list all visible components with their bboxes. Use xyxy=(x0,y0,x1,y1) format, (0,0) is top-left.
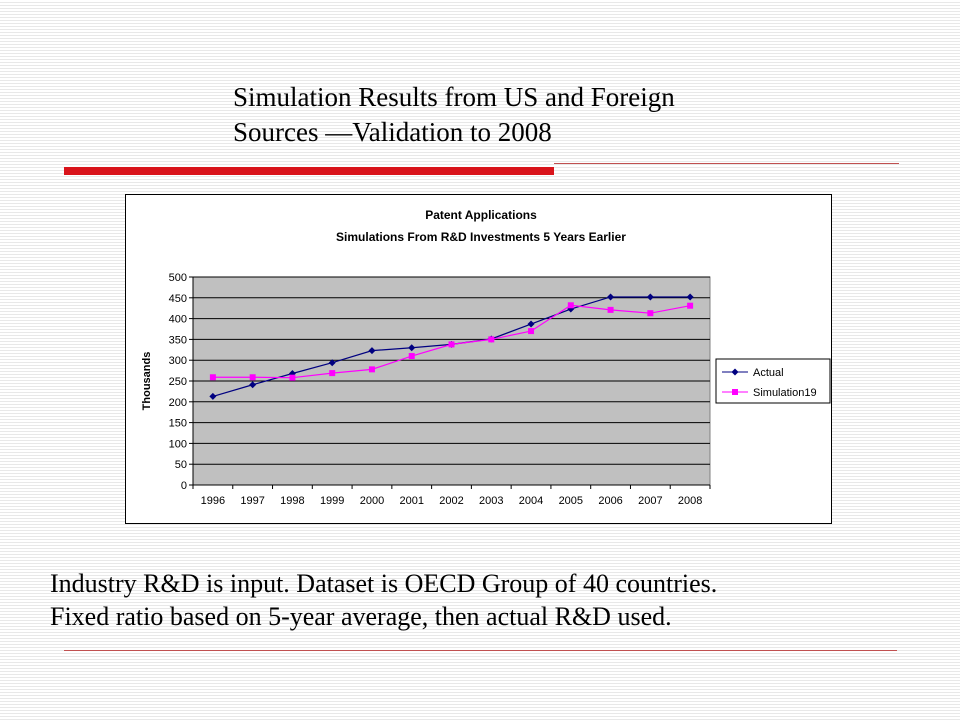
y-tick-label: 400 xyxy=(169,314,187,326)
x-tick-label: 1998 xyxy=(280,495,304,507)
data-point-simulation19 xyxy=(647,310,654,317)
x-tick-label: 2001 xyxy=(399,495,423,507)
x-tick-label: 1999 xyxy=(320,495,344,507)
x-tick-label: 2006 xyxy=(598,495,622,507)
data-point-simulation19 xyxy=(488,336,495,343)
x-tick-label: 2000 xyxy=(360,495,384,507)
data-point-simulation19 xyxy=(329,370,336,377)
data-point-simulation19 xyxy=(209,374,216,381)
y-tick-label: 100 xyxy=(169,438,187,450)
data-point-actual xyxy=(408,344,416,352)
data-point-actual xyxy=(249,381,257,389)
legend-actual-label: Actual xyxy=(753,367,784,379)
x-tick-label: 2008 xyxy=(678,495,702,507)
y-tick-label: 350 xyxy=(169,334,187,346)
y-tick-label: 500 xyxy=(169,272,187,284)
legend-simulation-label: Simulation19 xyxy=(753,387,817,399)
x-tick-label: 2003 xyxy=(479,495,503,507)
slide-title: Simulation Results from US and Foreign S… xyxy=(233,80,853,150)
data-point-simulation19 xyxy=(528,328,535,335)
legend: Actual Simulation19 xyxy=(715,358,831,404)
chart-frame: Patent Applications Simulations From R&D… xyxy=(125,194,832,524)
legend-simulation-marker xyxy=(732,389,738,395)
data-point-simulation19 xyxy=(567,302,574,309)
data-point-simulation19 xyxy=(687,302,694,309)
data-point-actual xyxy=(209,392,217,400)
y-tick-label: 50 xyxy=(175,459,187,471)
data-point-actual xyxy=(527,320,535,328)
data-point-simulation19 xyxy=(368,366,375,373)
data-point-simulation19 xyxy=(408,353,415,360)
x-tick-label: 1996 xyxy=(201,495,225,507)
title-divider-line xyxy=(554,163,899,164)
y-tick-label: 150 xyxy=(169,418,187,430)
x-tick-label: 2002 xyxy=(439,495,463,507)
data-point-actual xyxy=(368,347,376,355)
x-tick-label: 2007 xyxy=(638,495,662,507)
data-point-actual xyxy=(646,293,654,301)
slide-title-line-2: Sources —Validation to 2008 xyxy=(233,117,552,147)
data-point-actual xyxy=(607,293,615,301)
y-tick-label: 450 xyxy=(169,293,187,305)
legend-box xyxy=(715,358,831,404)
caption-line-1: Industry R&D is input. Dataset is OECD G… xyxy=(50,569,718,598)
legend-actual-marker xyxy=(731,368,739,376)
slide-caption: Industry R&D is input. Dataset is OECD G… xyxy=(50,567,930,633)
patent-applications-chart: Patent Applications Simulations From R&D… xyxy=(141,208,831,507)
y-tick-label: 300 xyxy=(169,355,187,367)
y-axis-label: Thousands xyxy=(141,352,153,411)
y-tick-label: 200 xyxy=(169,397,187,409)
title-accent-bar xyxy=(64,167,554,175)
footer-divider-line xyxy=(64,650,897,651)
data-point-simulation19 xyxy=(289,374,296,381)
data-point-actual xyxy=(328,359,336,367)
y-tick-label: 0 xyxy=(181,480,187,492)
x-tick-label: 2004 xyxy=(519,495,543,507)
x-tick-label: 2005 xyxy=(559,495,583,507)
x-tick-label: 1997 xyxy=(240,495,264,507)
caption-line-2: Fixed ratio based on 5-year average, the… xyxy=(50,602,672,631)
y-tick-label: 250 xyxy=(169,376,187,388)
data-point-actual xyxy=(686,293,694,301)
data-point-simulation19 xyxy=(448,341,455,348)
chart-title: Patent Applications xyxy=(425,208,537,222)
data-point-simulation19 xyxy=(607,306,614,313)
slide-title-line-1: Simulation Results from US and Foreign xyxy=(233,82,675,112)
data-point-actual xyxy=(567,305,575,313)
chart-subtitle: Simulations From R&D Investments 5 Years… xyxy=(336,230,626,244)
data-point-simulation19 xyxy=(249,374,256,381)
